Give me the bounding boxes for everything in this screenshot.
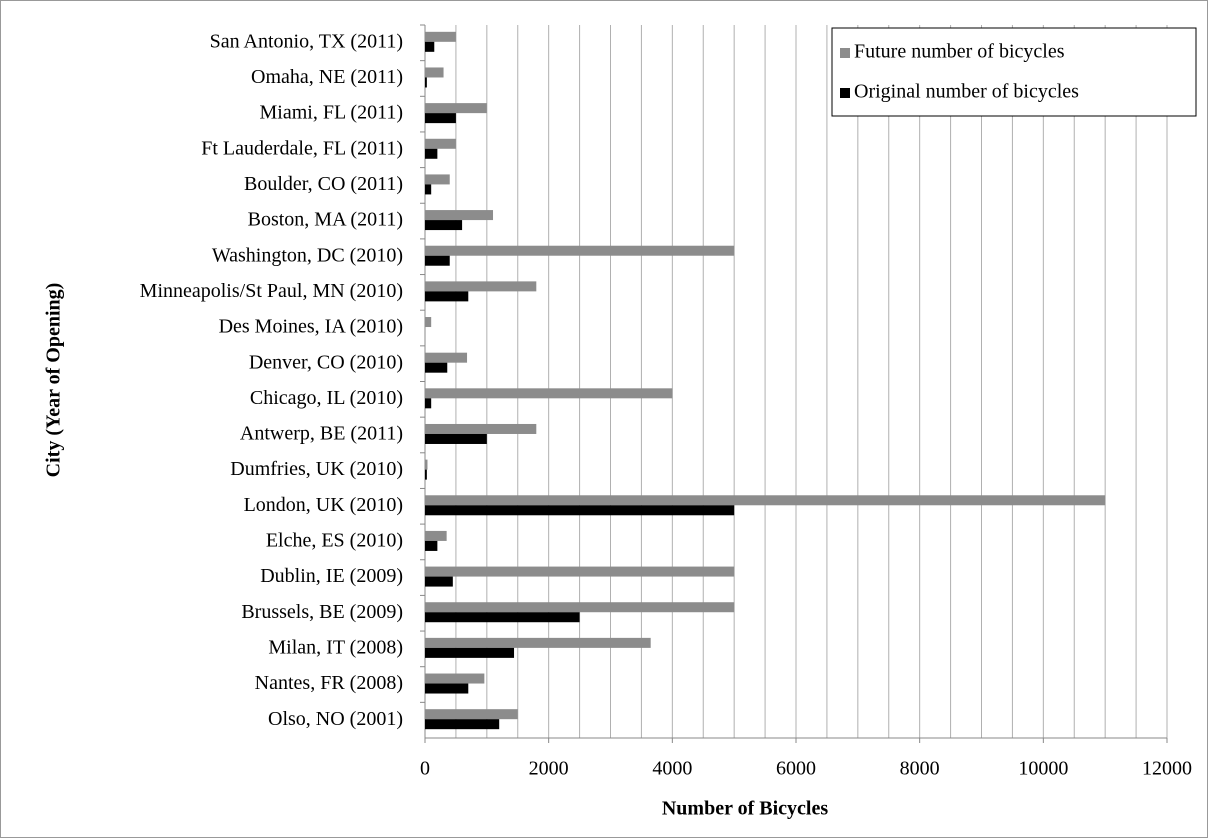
x-tick-label: 12000 bbox=[1142, 758, 1192, 780]
bar bbox=[425, 683, 469, 694]
y-tick-label: San Antonio, TX (2011) bbox=[210, 30, 403, 52]
bar bbox=[425, 602, 735, 613]
y-axis-label: City (Year of Opening) bbox=[43, 283, 65, 478]
y-tick-label: Ft Lauderdale, FL (2011) bbox=[201, 137, 403, 159]
y-tick-label: Boulder, CO (2011) bbox=[244, 173, 403, 195]
bar bbox=[425, 291, 469, 302]
y-tick-label: Boston, MA (2011) bbox=[248, 209, 403, 231]
bar bbox=[425, 540, 438, 551]
bar bbox=[425, 184, 432, 195]
bar bbox=[425, 423, 537, 434]
y-tick-label: Milan, IT (2008) bbox=[268, 636, 403, 658]
bar bbox=[425, 31, 456, 42]
bar bbox=[425, 495, 1106, 506]
bar bbox=[425, 530, 447, 541]
bar bbox=[425, 103, 487, 114]
x-tick-label: 0 bbox=[420, 758, 430, 780]
bar bbox=[425, 113, 456, 124]
bar bbox=[425, 352, 468, 363]
bar bbox=[425, 612, 580, 623]
bar bbox=[425, 673, 485, 684]
y-tick-label: Elche, ES (2010) bbox=[266, 530, 403, 552]
bar bbox=[425, 647, 515, 658]
bar bbox=[425, 637, 651, 648]
bar bbox=[425, 148, 438, 159]
bar bbox=[425, 469, 427, 480]
y-tick-label: Minneapolis/St Paul, MN (2010) bbox=[140, 280, 403, 302]
bar bbox=[425, 255, 450, 266]
bar bbox=[425, 67, 444, 78]
bar bbox=[425, 281, 537, 292]
y-tick-label: London, UK (2010) bbox=[244, 494, 403, 516]
bar bbox=[425, 362, 448, 373]
y-tick-label: Chicago, IL (2010) bbox=[250, 387, 403, 409]
bar bbox=[425, 576, 453, 587]
y-tick-label: Dumfries, UK (2010) bbox=[230, 458, 403, 480]
y-tick-label: Olso, NO (2001) bbox=[268, 708, 403, 730]
x-tick-label: 6000 bbox=[776, 758, 816, 780]
bar bbox=[425, 220, 463, 231]
bar bbox=[425, 505, 735, 516]
y-tick-label: Nantes, FR (2008) bbox=[255, 672, 403, 694]
bar bbox=[425, 709, 518, 720]
bar bbox=[425, 174, 450, 185]
legend-label: Future number of bicycles bbox=[854, 41, 1065, 63]
y-tick-label: Dublin, IE (2009) bbox=[260, 565, 403, 587]
legend-label: Original number of bicycles bbox=[854, 81, 1079, 103]
y-tick-label: Antwerp, BE (2011) bbox=[240, 423, 403, 445]
bar bbox=[425, 317, 432, 328]
legend-box bbox=[831, 27, 1197, 117]
bar bbox=[425, 77, 427, 88]
x-axis-label: Number of Bicycles bbox=[662, 798, 828, 820]
y-tick-label: Miami, FL (2011) bbox=[259, 102, 403, 124]
y-tick-label: Denver, CO (2010) bbox=[249, 351, 403, 373]
bar bbox=[425, 398, 432, 409]
x-tick-label: 10000 bbox=[1018, 758, 1068, 780]
bar bbox=[425, 459, 428, 470]
bar bbox=[425, 433, 487, 444]
x-tick-label: 8000 bbox=[900, 758, 940, 780]
y-tick-label: Brussels, BE (2009) bbox=[241, 601, 403, 623]
bar bbox=[425, 138, 456, 149]
bar bbox=[425, 245, 735, 256]
bar bbox=[425, 388, 673, 399]
bar bbox=[425, 41, 435, 52]
legend-swatch bbox=[840, 88, 850, 98]
bar bbox=[425, 566, 735, 577]
y-tick-label: Omaha, NE (2011) bbox=[251, 66, 403, 88]
y-tick-label: Washington, DC (2010) bbox=[212, 244, 403, 266]
bar bbox=[425, 210, 494, 221]
legend-swatch bbox=[840, 48, 850, 58]
x-tick-label: 4000 bbox=[652, 758, 692, 780]
x-tick-label: 2000 bbox=[529, 758, 569, 780]
y-tick-label: Des Moines, IA (2010) bbox=[219, 316, 403, 338]
bar bbox=[425, 719, 500, 730]
